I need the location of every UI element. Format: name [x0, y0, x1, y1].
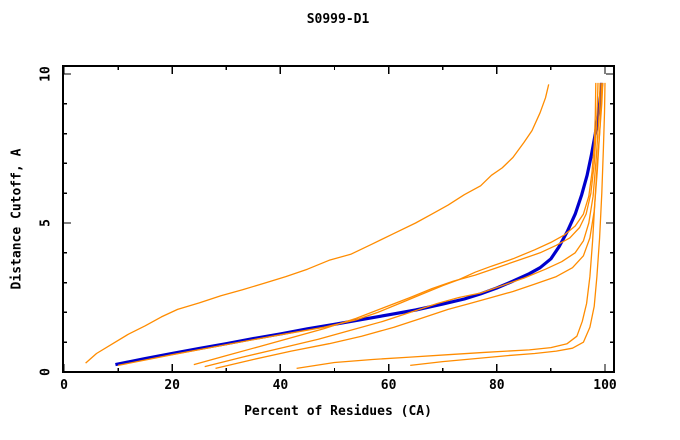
y-axis-label: Distance Cutoff, A — [9, 148, 25, 290]
chart-title: S0999-D1 — [306, 12, 370, 27]
series-orange-3 — [193, 82, 599, 366]
plot-frame — [62, 65, 615, 373]
x-tick-label: 80 — [488, 378, 505, 393]
y-tick-label: 0 — [38, 368, 54, 376]
y-tick-label: 10 — [38, 66, 54, 82]
y-tick-label: 5 — [38, 219, 54, 227]
series-orange-7 — [410, 82, 606, 367]
x-tick-label: 0 — [60, 378, 68, 393]
series-orange-4 — [204, 82, 601, 368]
x-tick-label: 60 — [380, 378, 397, 393]
x-tick-label: 20 — [164, 378, 181, 393]
series-highlight-model — [115, 82, 604, 367]
x-axis-label: Percent of Residues (CA) — [244, 404, 432, 419]
series-orange-6 — [296, 82, 604, 370]
x-tick-label: 40 — [272, 378, 289, 393]
series-orange-2 — [117, 82, 597, 367]
x-tick-label: 100 — [593, 378, 617, 393]
series-orange-1 — [85, 84, 550, 364]
